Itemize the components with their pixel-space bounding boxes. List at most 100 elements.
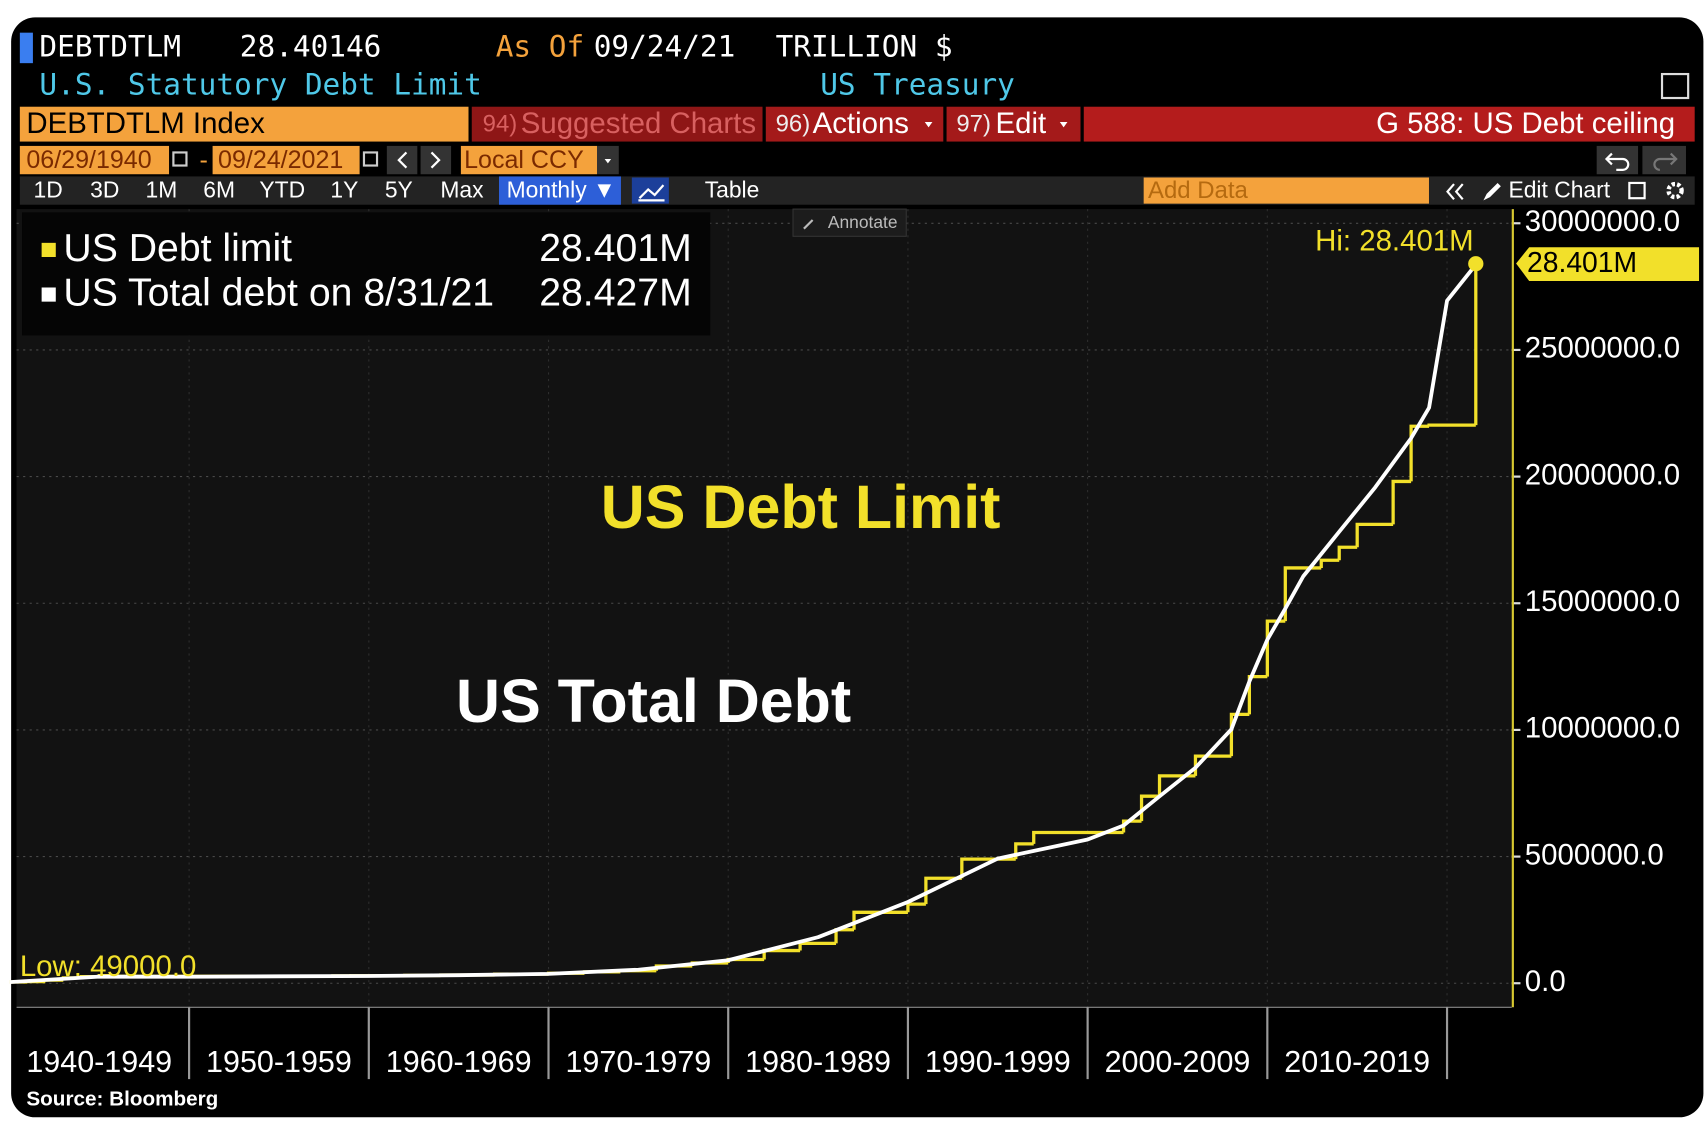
step-segment [1319,558,1340,568]
step-segment [1337,545,1358,561]
step-segment [1391,479,1412,525]
legend-box [22,212,711,336]
legend-value: 28.401M [539,227,692,270]
header-marker [19,32,33,64]
edit-icon[interactable] [1628,181,1646,200]
start-date: 06/29/1940 [26,146,151,174]
menu-suggested[interactable] [471,106,763,142]
last-value: 28.40146 [240,29,382,63]
period-buttons: 1D 3D 1M 6M YTD 1Y 5Y Max [34,177,485,203]
menu-edit[interactable] [946,106,1081,142]
add-data: Add Data [1148,177,1248,204]
hi-annotation: Hi: 28.401M [1315,225,1473,258]
y-tick-label: 10000000.0 [1525,712,1680,745]
step-segment [1427,423,1476,427]
period-button[interactable]: YTD [259,177,305,203]
collapse-icon[interactable] [1446,183,1464,200]
edit-chart[interactable]: Edit Chart [1508,177,1610,203]
step-segment [1409,424,1430,482]
add-data-box[interactable] [1143,177,1429,204]
calendar-icon[interactable] [362,151,379,167]
frequency-button[interactable] [498,176,621,205]
calendar-icon[interactable] [172,151,188,167]
y-tick-label: 0.0 [1525,965,1566,998]
legend-swatch [41,242,56,257]
footer: Source: Bloomberg [26,1087,218,1110]
plot [9,209,1512,1008]
end-date-box[interactable] [212,145,360,175]
annotate-icon [803,219,814,230]
legend-swatch [41,287,56,302]
description: U.S. Statutory Debt Limit [39,68,481,102]
currency-box[interactable] [460,145,598,175]
series-line [9,261,1479,984]
x-tick-label: 1970-1979 [565,1045,711,1079]
units: TRILLION $ [776,29,953,63]
pencil-icon [1483,182,1501,201]
menu-num: 97) [956,111,991,138]
annotation: US Total Debt [456,667,851,735]
step-segment [1355,522,1394,548]
y-tick-label: 5000000.0 [1525,838,1664,871]
page-title: G 588: US Debt ceiling [1376,107,1675,140]
step-segment [924,876,962,905]
y-tick-label: 15000000.0 [1525,585,1680,618]
period-button[interactable]: 3D [90,177,119,203]
security: DEBTDTLM Index [26,107,265,140]
popout-icon[interactable] [1660,72,1690,100]
legend-label: US Debt limit [63,227,292,270]
settings-icon[interactable] [1666,181,1684,200]
period-button[interactable]: 6M [203,177,235,203]
y-tick-label: 25000000.0 [1525,332,1680,365]
last-point [1468,256,1484,272]
x-tick-label: 2010-2019 [1284,1045,1430,1079]
as-of-label: As Of [496,29,584,63]
start-date-box[interactable] [19,145,170,175]
date-separator: - [200,146,208,174]
table-button[interactable]: Table [705,177,760,203]
source-name: US Treasury [820,68,1015,102]
currency: Local CCY [464,146,584,174]
period-button[interactable]: 1D [34,177,63,203]
x-tick-label: 1950-1959 [206,1045,352,1079]
x-tick-label: 1960-1969 [386,1045,532,1079]
menu-label: Actions [813,107,909,140]
period-button[interactable]: 5Y [385,177,413,203]
dropdown-arrow [604,158,612,164]
x-tick-label: 1980-1989 [745,1045,891,1079]
prev-button[interactable] [386,145,418,175]
menu-label: Suggested Charts [521,107,756,140]
ticker: DEBTDTLM [39,29,181,63]
period-button[interactable]: 1M [146,177,178,203]
as-of-date: 09/24/21 [594,29,736,63]
legend-label: US Total debt on 8/31/21 [63,271,494,314]
period-button[interactable]: 1Y [330,177,358,203]
annotate-button[interactable] [792,208,907,237]
dropdown-arrow [924,121,933,128]
low-annotation: Low: 49000.0 [20,950,197,983]
menu-actions[interactable] [765,106,944,142]
step-segment [1121,819,1142,833]
security-box[interactable] [19,106,469,142]
y-tick-label: 30000000.0 [1525,205,1680,238]
next-arrow [430,151,441,169]
title-bar [1083,106,1695,142]
menu-num: 94) [483,111,518,138]
last-tag-label: 28.401M [1527,246,1637,278]
last-tag [1516,247,1700,281]
x-tick-label: 1940-1949 [26,1045,172,1079]
step-segment [1247,674,1268,715]
step-segment [1229,712,1250,757]
undo-icon [1604,152,1630,171]
prev-arrow [397,151,408,169]
redo-icon [1653,152,1678,171]
step-segment [1032,830,1124,844]
period-button[interactable]: Max [440,177,484,203]
step-segment [906,902,926,913]
next-button[interactable] [420,145,452,175]
end-date: 09/24/2021 [218,146,343,174]
redo-button[interactable] [1642,145,1686,175]
frequency: Monthly ▼ [507,177,616,203]
